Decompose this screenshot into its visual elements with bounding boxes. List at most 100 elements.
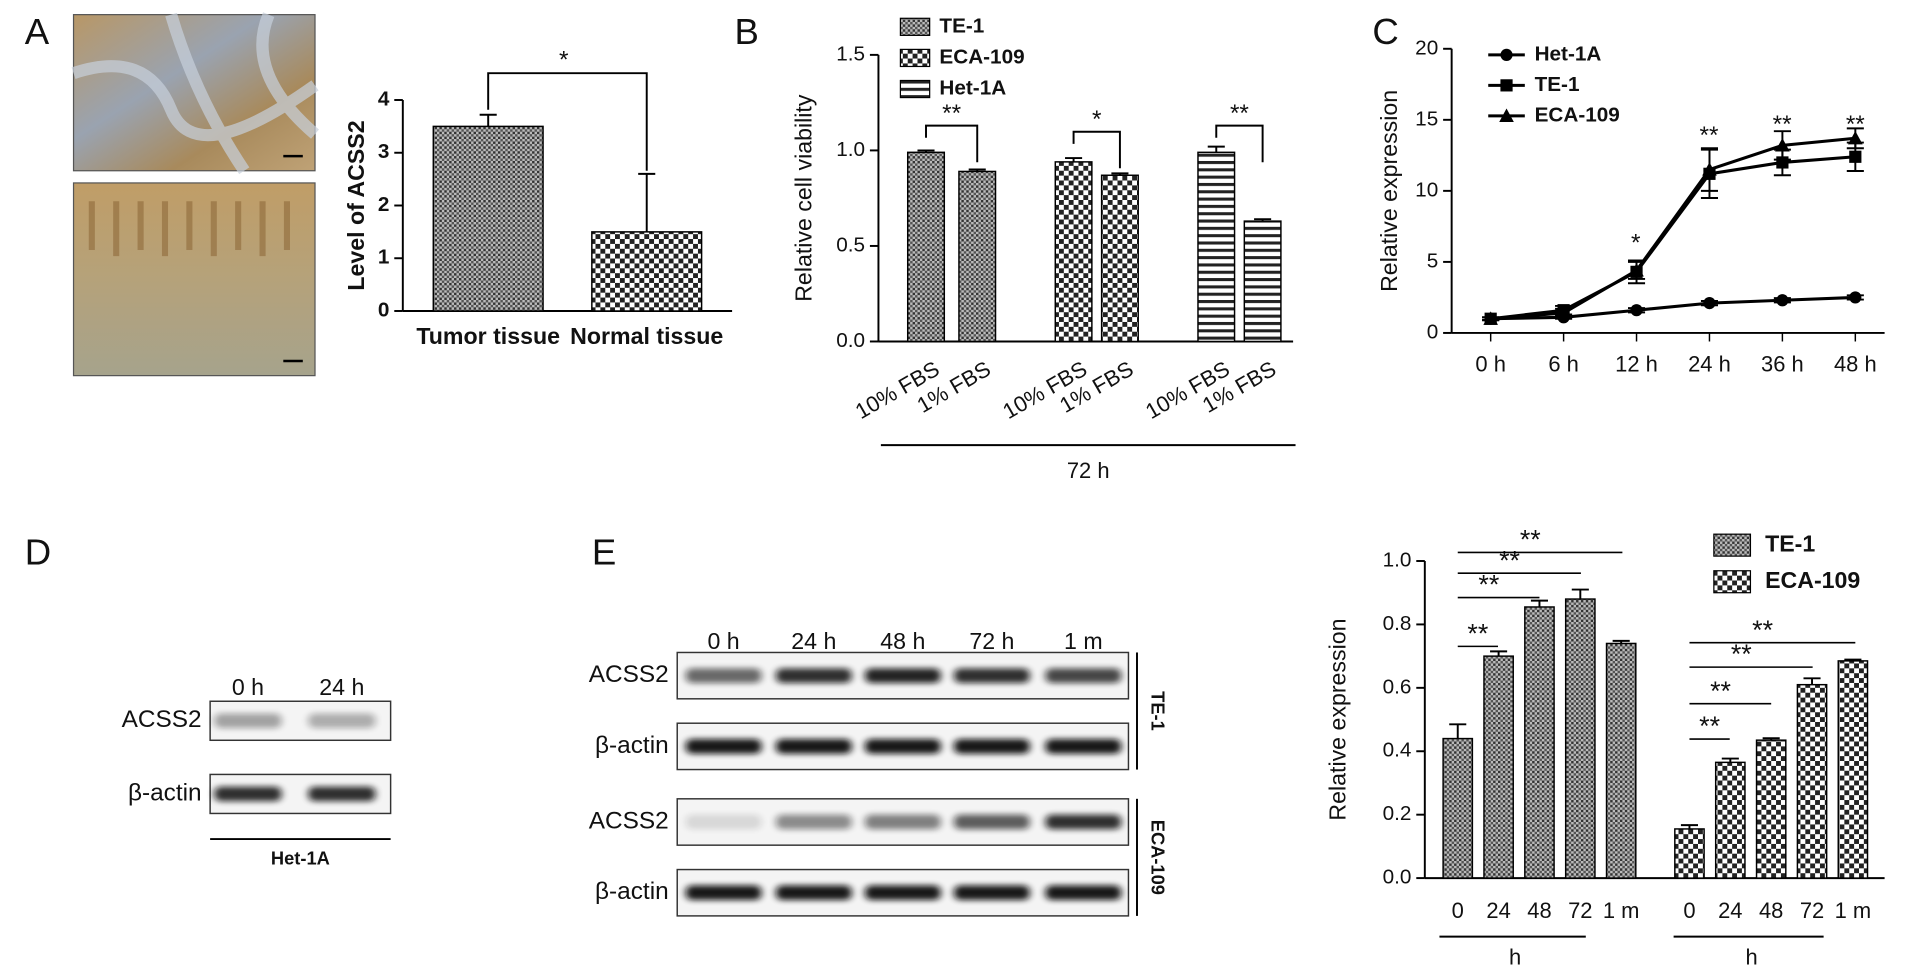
- x-tick-label: 36 h: [1761, 352, 1804, 377]
- marker: [1629, 263, 1644, 277]
- annotation: **: [1520, 525, 1541, 555]
- marker: [1848, 130, 1863, 145]
- bar: [1605, 642, 1637, 879]
- blot-band: [776, 885, 852, 901]
- y-tick-label: 2: [378, 193, 390, 216]
- marker: [1500, 79, 1513, 92]
- lane-label: 72 h: [969, 628, 1014, 654]
- bar: [906, 151, 946, 343]
- error-bar: [1762, 737, 1780, 741]
- blot-band: [1045, 668, 1122, 683]
- error-bar: [1065, 157, 1083, 162]
- y-tick-label: 0.0: [1383, 866, 1412, 889]
- marker: [1703, 297, 1716, 310]
- bar: [1197, 151, 1236, 343]
- y-axis-label: Level of ACSS2: [343, 120, 369, 290]
- y-axis-label: Relative cell viability: [790, 94, 816, 302]
- annotation: **: [1467, 618, 1488, 648]
- marker: [1775, 138, 1790, 152]
- bar: [958, 170, 997, 343]
- annotation: *: [559, 46, 569, 73]
- annotation: *: [1631, 229, 1641, 256]
- error-bar: [917, 149, 935, 153]
- x-tick-label: 48 h: [1834, 352, 1877, 377]
- blot-band: [308, 713, 376, 729]
- y-tick-label: 20: [1415, 36, 1438, 59]
- bar: [1755, 739, 1787, 879]
- bar: [1524, 606, 1555, 879]
- annotation: **: [1478, 570, 1499, 600]
- legend-swatch: [1713, 533, 1752, 557]
- cell-label: TE-1: [1148, 691, 1169, 731]
- bracket: [1215, 124, 1264, 163]
- annotation: **: [1499, 545, 1520, 575]
- row-label: ACSS2: [589, 661, 669, 688]
- blot-band: [214, 713, 282, 729]
- x-axis-label: h: [1746, 944, 1758, 969]
- marker: [1483, 311, 1498, 325]
- blot-band: [214, 786, 282, 802]
- bar: [432, 125, 544, 312]
- y-tick-label: 0.0: [836, 329, 865, 352]
- blot-band: [1045, 739, 1122, 754]
- x-tick-label: 1 m: [1835, 898, 1872, 923]
- row-label: β-actin: [595, 878, 669, 905]
- micrographs: [71, 12, 319, 377]
- error-bar: [1571, 588, 1589, 600]
- legend-label: ECA-109: [1535, 103, 1620, 126]
- bar: [1837, 660, 1869, 879]
- y-tick-label: 0.6: [1383, 675, 1412, 698]
- blot-band: [1045, 885, 1122, 901]
- series-line: [1490, 295, 1856, 321]
- bar: [1100, 174, 1139, 343]
- bar: [1564, 598, 1596, 879]
- x-tick-label: 48: [1527, 898, 1551, 923]
- y-tick-label: 4: [378, 87, 390, 110]
- blot-band: [685, 885, 762, 901]
- y-tick-label: 0.2: [1383, 802, 1412, 825]
- x-tick-label: 24 h: [1688, 352, 1731, 377]
- bar: [1483, 655, 1514, 879]
- error-bar: [1721, 757, 1739, 763]
- error-bar: [1490, 650, 1508, 657]
- y-tick-label: 0.5: [836, 233, 865, 256]
- error-bar: [1530, 599, 1548, 607]
- blot-band: [954, 814, 1030, 830]
- y-axis-label: Relative expression: [1376, 90, 1402, 292]
- y-tick-label: 10: [1415, 178, 1438, 201]
- bracket: [487, 72, 648, 171]
- legend-swatch: [899, 79, 931, 99]
- annotation: **: [942, 100, 961, 127]
- marker: [1499, 108, 1514, 122]
- x-tick-label: 24: [1486, 898, 1510, 923]
- bracket: [1072, 130, 1121, 169]
- blot-band: [776, 739, 852, 754]
- annotation: **: [1699, 711, 1720, 741]
- marker: [1702, 162, 1717, 176]
- y-tick-label: 1: [378, 246, 390, 269]
- blot-band: [865, 739, 941, 754]
- blot-band: [308, 786, 376, 802]
- stroma: [71, 12, 319, 175]
- blot-band: [776, 814, 852, 830]
- annotation: **: [1752, 615, 1773, 645]
- legend-label: TE-1: [1535, 73, 1580, 96]
- legend-swatch: [899, 17, 931, 36]
- annotation: **: [1773, 111, 1792, 138]
- y-tick-label: 5: [1427, 249, 1439, 272]
- y-tick-label: 1.0: [836, 138, 865, 161]
- lane-label: 24 h: [319, 674, 364, 700]
- legend-label: ECA-109: [939, 45, 1024, 68]
- series-line: [1490, 136, 1856, 321]
- bracket: [925, 124, 979, 163]
- x-axis-label: h: [1509, 944, 1521, 969]
- row-label: ACSS2: [589, 807, 669, 834]
- lane-label: 0 h: [707, 628, 739, 654]
- blot-band: [865, 668, 941, 683]
- panel-label: A: [25, 11, 50, 52]
- error-bar: [1612, 639, 1630, 644]
- legend-label: TE-1: [939, 14, 984, 37]
- x-tick-label: 0: [1683, 898, 1695, 923]
- marker: [1556, 305, 1571, 320]
- x-tick-label: Tumor tissue: [416, 323, 560, 349]
